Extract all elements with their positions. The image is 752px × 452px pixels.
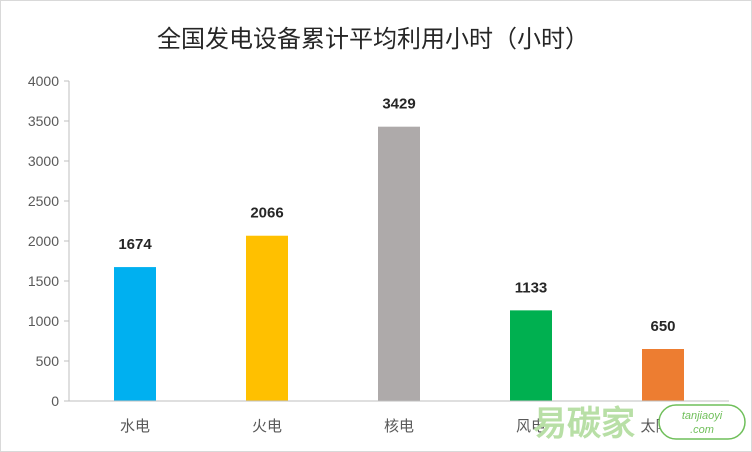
bar-value-label: 2066 [250, 205, 283, 222]
y-tick-label: 4000 [28, 73, 59, 89]
x-category-label: 风电 [516, 417, 546, 435]
bars-group: 1674 2066 3429 1133 650 [114, 96, 684, 402]
bar [510, 310, 552, 401]
x-category-label: 核电 [384, 417, 414, 435]
watermark-url: tanjiaoyi [682, 410, 723, 422]
chart-title: 全国发电设备累计平均利用小时（小时） [157, 25, 589, 53]
y-tick-label: 0 [51, 393, 59, 409]
x-axis: 水电火电核电风电太阳能 [69, 400, 729, 435]
y-tick-label: 3500 [28, 113, 59, 129]
bar [114, 267, 156, 401]
y-tick-label: 500 [36, 353, 60, 369]
watermark-badge [658, 404, 746, 440]
y-axis: 0 500 1000 1500 2000 2500 3000 3500 4000 [28, 73, 70, 409]
bar-value-label: 1674 [118, 236, 152, 253]
watermark-logo: 易碳家 tanjiaoyi .com [533, 404, 746, 444]
y-tick-label: 1500 [28, 273, 59, 289]
bar-value-label: 3429 [382, 96, 415, 113]
bar [246, 235, 288, 401]
y-tick-label: 2500 [28, 193, 59, 209]
watermark-text: 易碳家 [533, 404, 635, 444]
bar [378, 126, 420, 402]
x-category-label: 火电 [252, 417, 282, 435]
y-tick-label: 1000 [28, 313, 59, 329]
bar [642, 349, 684, 401]
bar-value-label: 650 [650, 318, 675, 335]
x-category-label: 水电 [120, 417, 150, 435]
bar-value-label: 1133 [515, 279, 548, 296]
y-tick-label: 2000 [28, 233, 59, 249]
y-tick-label: 3000 [28, 153, 59, 169]
watermark-url-domain: .com [690, 424, 714, 436]
